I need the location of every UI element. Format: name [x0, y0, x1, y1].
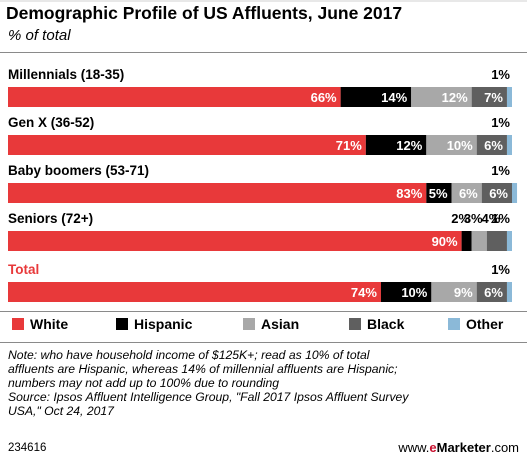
bar-segment-white — [8, 183, 427, 203]
category-label: Seniors (72+) — [8, 211, 93, 226]
bar-segment-other — [506, 87, 512, 107]
bar-segment-asian — [426, 135, 477, 155]
footnote-line: affluents are Hispanic, whereas 14% of m… — [8, 362, 398, 376]
bar-segment-other — [512, 183, 518, 203]
data-label-hispanic: 2% — [451, 211, 470, 226]
category-label: Baby boomers (53-71) — [8, 163, 149, 178]
bar-segment-hispanic — [340, 87, 412, 107]
data-label-asian: 10% — [447, 138, 473, 153]
chart-id: 234616 — [8, 442, 47, 454]
legend-label-asian: Asian — [261, 316, 300, 332]
bar-segment-black — [471, 87, 507, 107]
bar-segment-black — [476, 135, 507, 155]
data-label-hispanic: 10% — [401, 285, 427, 300]
data-label-other: 1% — [491, 163, 510, 178]
legend-label-black: Black — [367, 316, 405, 332]
data-label-hispanic: 12% — [396, 138, 422, 153]
data-label-other: 1% — [491, 67, 510, 82]
legend: White Hispanic Asian Black Other — [0, 316, 527, 338]
legend-swatch-hispanic — [116, 318, 128, 330]
legend-swatch-white — [12, 318, 24, 330]
data-label-hispanic: 14% — [381, 90, 407, 105]
data-label-asian: 9% — [454, 285, 473, 300]
bar-segment-asian — [471, 231, 487, 251]
brand-e: e — [429, 440, 437, 455]
data-label-other: 1% — [491, 262, 510, 277]
data-label-white: 90% — [432, 234, 458, 249]
data-label-black: 6% — [484, 285, 503, 300]
footnote: Note: who have household income of $125K… — [8, 348, 520, 418]
top-border — [0, 0, 527, 2]
category-label: Gen X (36-52) — [8, 115, 94, 130]
legend-swatch-asian — [243, 318, 255, 330]
bar-segment-white — [8, 282, 381, 302]
bar-segment-asian — [451, 183, 482, 203]
bar-segment-hispanic — [461, 231, 472, 251]
bar-segment-white — [8, 135, 366, 155]
bar-segment-black — [481, 183, 512, 203]
bar-segment-other — [506, 135, 512, 155]
chart-divider — [0, 311, 527, 312]
brand-prefix: www. — [398, 440, 430, 455]
brand-main: Marketer — [436, 440, 491, 455]
bar-segment-hispanic — [426, 183, 452, 203]
bar-segment-white — [8, 87, 341, 107]
bar-segment-black — [486, 231, 507, 251]
data-label-white: 66% — [311, 90, 337, 105]
brand-suffix: .com — [490, 440, 519, 455]
category-label: Total — [8, 262, 39, 277]
legend-item-white: White — [12, 316, 68, 332]
data-label-black: 6% — [484, 138, 503, 153]
bar-segment-asian — [411, 87, 472, 107]
legend-label-hispanic: Hispanic — [134, 316, 193, 332]
emarketer-logo: www.eMarketer.com — [398, 440, 519, 455]
bar-segment-other — [506, 231, 512, 251]
bar-segment-hispanic — [365, 135, 427, 155]
footnote-line: numbers may not add up to 100% due to ro… — [8, 376, 280, 390]
data-label-white: 74% — [351, 285, 377, 300]
source-line: Source: Ipsos Affluent Intelligence Grou… — [8, 390, 409, 404]
legend-item-hispanic: Hispanic — [116, 316, 192, 332]
chart-subtitle: % of total — [8, 27, 71, 44]
footnote-line: Note: who have household income of $125K… — [8, 348, 370, 362]
category-label: Millennials (18-35) — [8, 67, 124, 82]
bar-segment-asian — [431, 282, 477, 302]
stacked-bar-chart: Millennials (18-35) 66% 14% 12% 7% 1% Gen X (3… — [8, 67, 518, 302]
data-label-asian: 6% — [459, 186, 478, 201]
legend-item-other: Other — [448, 316, 503, 332]
data-label-hispanic: 5% — [429, 186, 448, 201]
legend-divider — [0, 342, 527, 343]
data-label-asian: 12% — [442, 90, 468, 105]
chart-title: Demographic Profile of US Affluents, Jun… — [6, 3, 403, 23]
legend-item-black: Black — [349, 316, 404, 332]
data-label-black: 7% — [484, 90, 503, 105]
data-label-other: 1% — [491, 211, 510, 226]
data-label-white: 83% — [396, 186, 422, 201]
bar-segment-white — [8, 231, 462, 251]
legend-swatch-other — [448, 318, 460, 330]
legend-label-white: White — [30, 316, 69, 332]
legend-label-other: Other — [466, 316, 504, 332]
data-label-black: 6% — [489, 186, 508, 201]
data-label-white: 71% — [336, 138, 362, 153]
bar-segment-hispanic — [380, 282, 432, 302]
title-divider — [0, 52, 527, 53]
legend-swatch-black — [349, 318, 361, 330]
legend-item-asian: Asian — [243, 316, 299, 332]
source-line: USA," Oct 24, 2017 — [8, 404, 114, 418]
bar-segment-other — [506, 282, 512, 302]
data-label-asian: 3% — [464, 211, 483, 226]
data-label-other: 1% — [491, 115, 510, 130]
bar-segment-black — [476, 282, 507, 302]
data-label-black: 4% — [481, 211, 500, 226]
